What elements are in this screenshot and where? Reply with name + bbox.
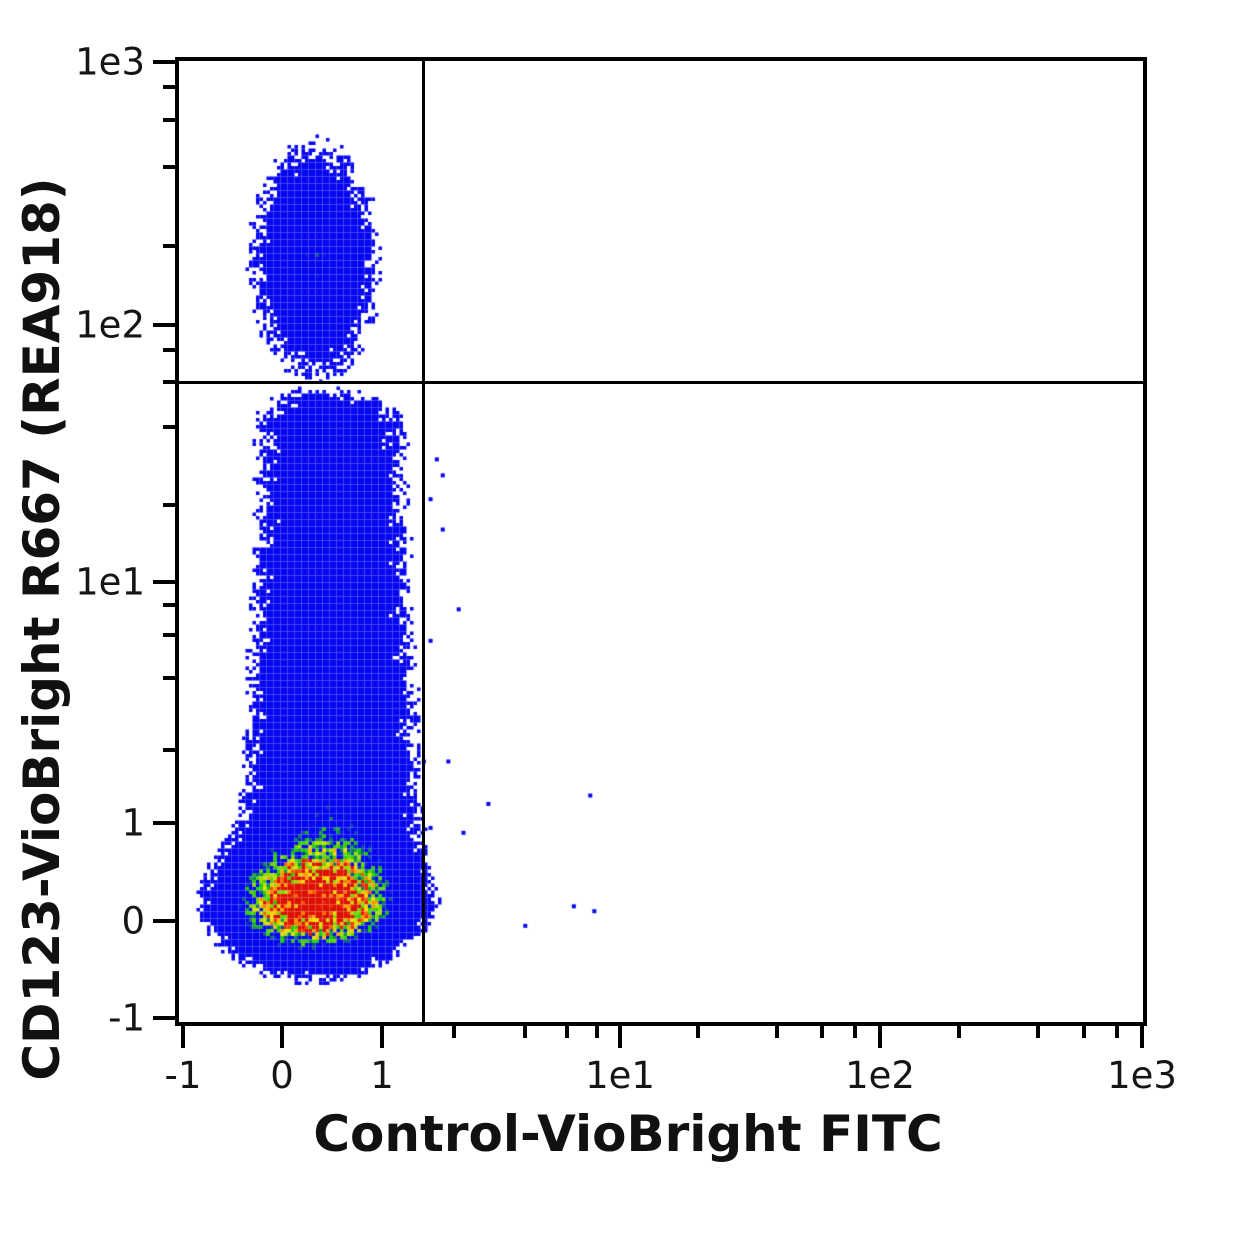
quadrant-gate-vertical-line [422, 61, 426, 1022]
y-axis-major-tick [153, 580, 175, 584]
x-axis-tick-label: 0 [270, 1054, 294, 1097]
x-axis-major-tick [1140, 1026, 1144, 1048]
y-axis-tick-label: 1e3 [75, 40, 145, 84]
y-axis-minor-tick [163, 243, 175, 248]
x-axis-major-tick [618, 1026, 622, 1048]
y-axis-minor-tick [163, 85, 175, 90]
x-axis-minor-tick [956, 1026, 961, 1038]
density-plot-canvas [179, 61, 1143, 1022]
y-axis-minor-tick [163, 118, 175, 123]
x-axis-major-tick [280, 1026, 284, 1048]
y-axis-tick-label: 1e1 [75, 560, 145, 604]
x-axis-minor-tick [852, 1026, 857, 1038]
y-axis-minor-tick [163, 164, 175, 169]
x-axis-title: Control-VioBright FITC [313, 1105, 943, 1163]
y-axis-minor-tick [163, 380, 175, 384]
y-axis-tick-label: 1 [121, 801, 145, 845]
y-axis-minor-tick [163, 425, 175, 430]
y-axis-minor-tick [163, 603, 175, 608]
x-axis-tick-label: -1 [164, 1054, 202, 1097]
y-axis-title: CD123-VioBright R667 (REA918) [13, 176, 71, 1081]
y-axis-minor-tick [163, 748, 175, 753]
x-axis-minor-tick [696, 1026, 701, 1038]
x-axis-major-tick [181, 1026, 185, 1048]
x-axis-minor-tick [820, 1026, 825, 1038]
y-axis-minor-tick [163, 502, 175, 507]
x-axis-tick-label: 1e3 [1107, 1054, 1177, 1097]
x-axis-minor-tick [1035, 1026, 1040, 1038]
x-axis-minor-tick [523, 1026, 528, 1038]
x-axis-tick-label: 1e2 [845, 1054, 915, 1097]
plot-frame [175, 57, 1147, 1026]
x-axis-minor-tick [1114, 1026, 1119, 1038]
quadrant-gate-horizontal-line [179, 380, 1143, 384]
x-axis-tick-label: 1e1 [585, 1054, 655, 1097]
y-axis-tick-label: 1e2 [75, 303, 145, 347]
x-axis-minor-tick [565, 1026, 570, 1038]
x-axis-major-tick [878, 1026, 882, 1048]
y-axis-tick-label: 0 [121, 899, 145, 943]
y-axis-major-tick [153, 323, 175, 327]
y-axis-major-tick [153, 919, 175, 923]
y-axis-tick-label: -1 [108, 996, 145, 1040]
x-axis-tick-label: 1 [370, 1054, 394, 1097]
x-axis-major-tick [380, 1026, 384, 1048]
y-axis-minor-tick [163, 347, 175, 352]
y-axis-major-tick [153, 821, 175, 825]
y-axis-major-tick [153, 60, 175, 64]
x-axis-minor-tick [1081, 1026, 1086, 1038]
y-axis-minor-tick [163, 633, 175, 638]
y-axis-major-tick [153, 1016, 175, 1020]
x-axis-minor-tick [594, 1026, 599, 1038]
y-axis-minor-tick [163, 675, 175, 680]
x-axis-minor-tick [774, 1026, 779, 1038]
x-axis-minor-tick [451, 1026, 456, 1038]
